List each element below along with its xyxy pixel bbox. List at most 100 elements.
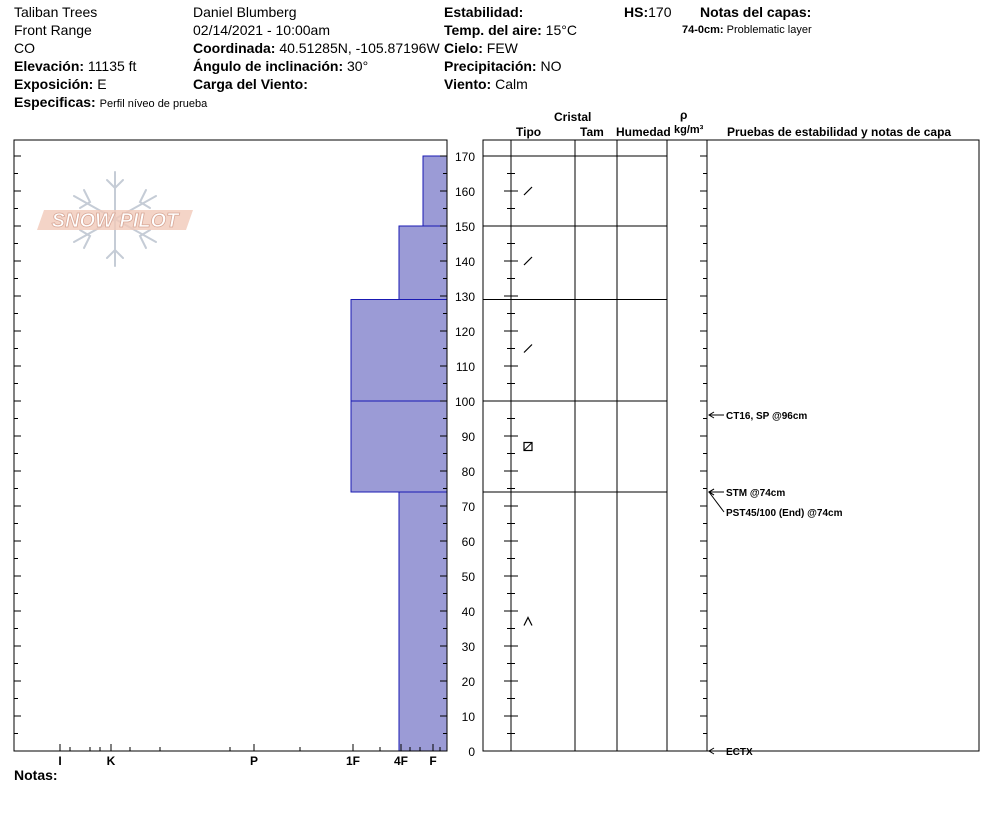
test-label: STM @74cm (726, 488, 785, 499)
size-header: Tam (580, 125, 604, 139)
notes-label: Notas: (14, 767, 58, 783)
tick-label: 130 (455, 290, 475, 304)
crystal-symbol (523, 344, 533, 353)
specifics: Especificas: Perfil níveo de prueba (14, 94, 207, 111)
hardness-layer (350, 299, 448, 402)
precip-label: Precipitación: (444, 58, 537, 74)
tick-label: 30 (462, 640, 476, 654)
crystal-header: Cristal (554, 110, 592, 124)
snowpilot-logo: SNOW PILOT (37, 171, 193, 267)
tick-label: 80 (462, 465, 476, 479)
tick-label: 20 (462, 675, 476, 689)
tick-label: 170 (455, 150, 475, 164)
faceted-crystal-mark (523, 256, 533, 266)
hardness-scale-label: F (429, 754, 436, 768)
hs-value: 170 (648, 4, 672, 20)
precip-value: NO (540, 58, 562, 74)
stability-tests: CT16, SP @96cm STM @74cm PST45/100 (End) @… (708, 411, 843, 758)
observation-datetime: 02/14/2021 - 10:00am (193, 22, 330, 38)
air-temp-label: Temp. del aire: (444, 22, 542, 38)
rho-header: ρ (680, 108, 688, 122)
elevation: Elevación: 11135 ft (14, 58, 136, 74)
stability-label: Estabilidad: (444, 4, 524, 20)
range-name: Front Range (14, 22, 92, 38)
tick-label: 120 (455, 325, 475, 339)
observer-name: Daniel Blumberg (193, 4, 297, 20)
tick-label: 60 (462, 535, 476, 549)
layer-note-range: 74-0cm: (682, 24, 724, 36)
specifics-value: Perfil níveo de prueba (99, 98, 208, 110)
layer-notes-label: Notas del capas: (700, 4, 812, 20)
coord-value: 40.51285N, -105.87196W (279, 40, 440, 56)
crystal-symbol (523, 441, 533, 452)
crystal-symbol (523, 256, 533, 266)
elevation-label: Elevación: (14, 58, 85, 74)
tick-label: 150 (455, 220, 475, 234)
coord-label: Coordinada: (193, 40, 276, 56)
tick-label: 40 (462, 605, 476, 619)
slope-value: 30° (347, 58, 369, 74)
crystal-table-frame (482, 139, 980, 752)
test-arrowhead (708, 488, 715, 496)
tests-header: Pruebas de estabilidad y notas de capa (727, 125, 952, 139)
tick-label: 10 (462, 710, 476, 724)
depth-hoar-mark (523, 616, 533, 626)
aspect: Exposición: E (14, 76, 107, 92)
tick-label: 100 (455, 395, 475, 409)
test-pointer (708, 491, 725, 513)
tick-label: 160 (455, 185, 475, 199)
test-arrowhead (708, 747, 715, 755)
wind: Viento: Calm (444, 76, 528, 92)
wind-label: Viento: (444, 76, 492, 92)
aspect-value: E (97, 76, 107, 92)
layer-note-text: Problematic layer (726, 24, 812, 36)
wind-load-label: Carga del Viento: (193, 76, 308, 92)
tick-label: 140 (455, 255, 475, 269)
crystal-symbols (523, 186, 533, 626)
hardness-fill-layer (350, 155, 448, 752)
hardness-layer (350, 400, 448, 493)
layer-note: 74-0cm: Problematic layer (682, 24, 812, 37)
density-unit-header: kg/m³ (674, 124, 704, 136)
hardness-scale-label: I (58, 754, 61, 768)
type-header: Tipo (516, 125, 542, 139)
slope-angle: Ángulo de inclinación: 30° (193, 58, 368, 74)
air-temp-value: 15°C (545, 22, 577, 38)
crystal-symbol (523, 616, 533, 626)
sky-value: FEW (486, 40, 518, 56)
tick-label: 110 (456, 360, 475, 374)
faceted-crystal-mark (523, 186, 533, 196)
hs-label: HS: (624, 4, 649, 20)
state-name: CO (14, 40, 35, 56)
tick-label: 50 (462, 570, 476, 584)
test-arrowhead (708, 411, 715, 419)
test-label: CT16, SP @96cm (726, 411, 807, 422)
snow-height: HS:170 (624, 4, 671, 20)
layer-boundaries (483, 155, 667, 493)
air-temperature: Temp. del aire: 15°C (444, 22, 577, 38)
moisture-header: Humedad (616, 125, 671, 139)
sky-cover: Cielo: FEW (444, 40, 518, 56)
crystal-symbol (523, 186, 533, 196)
hardness-layer (398, 491, 448, 752)
stability: Estabilidad: (444, 4, 523, 20)
tick-label: 0 (468, 745, 475, 759)
faceted-crystal-mark (523, 344, 533, 353)
location-name: Taliban Trees (14, 4, 98, 20)
tick-label: 90 (462, 430, 476, 444)
mixed-form-mark (523, 441, 533, 452)
slope-label: Ángulo de inclinación: (193, 58, 344, 74)
precipitation: Precipitación: NO (444, 58, 561, 74)
mixed-form-diagonal (523, 442, 533, 451)
test-label: PST45/100 (End) @74cm (726, 508, 843, 519)
hardness-axis: I K P 1F 4F F (58, 744, 441, 768)
tick-label: 70 (462, 500, 476, 514)
hardness-scale-label: K (107, 754, 116, 768)
specifics-label: Especificas: (14, 94, 96, 110)
logo-text: SNOW PILOT (52, 210, 180, 232)
elevation-value: 11135 ft (87, 58, 137, 74)
hardness-scale-label: 1F (346, 754, 360, 768)
hardness-layer (398, 225, 448, 300)
aspect-label: Exposición: (14, 76, 94, 92)
coordinates: Coordinada: 40.51285N, -105.87196W (193, 40, 440, 56)
